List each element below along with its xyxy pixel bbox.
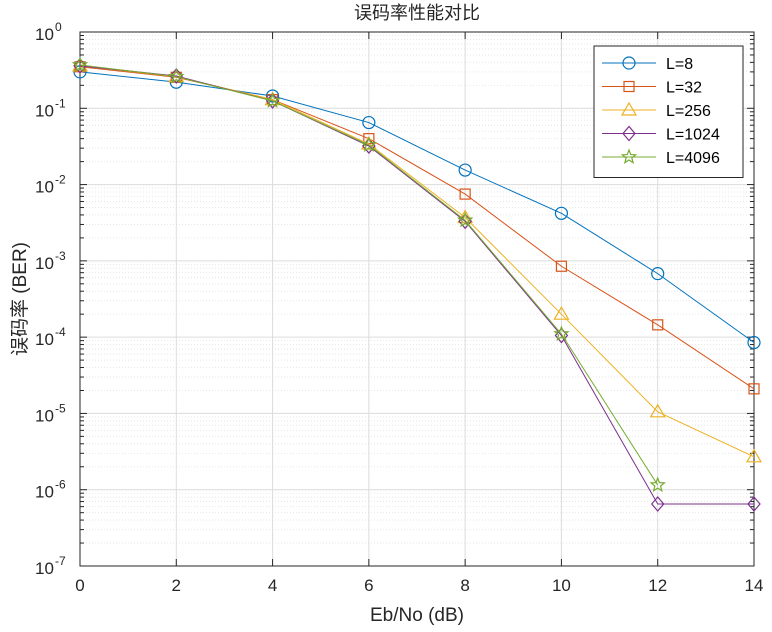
x-tick-label: 10 bbox=[552, 576, 571, 595]
y-axis-label: 误码率 (BER) bbox=[9, 242, 31, 356]
data-point bbox=[71, 56, 89, 72]
y-tick-label: 10 -4 bbox=[35, 325, 66, 349]
y-tick-base: 10 bbox=[35, 178, 54, 197]
legend-label: L=8 bbox=[666, 56, 693, 73]
series-line bbox=[79, 65, 754, 505]
y-tick-exponent: -5 bbox=[55, 401, 66, 415]
legend-marker bbox=[620, 148, 638, 165]
x-tick-label: 14 bbox=[745, 576, 764, 595]
legend-entry: L=8 bbox=[602, 56, 693, 73]
legend-label: L=1024 bbox=[666, 127, 720, 144]
y-tick-base: 10 bbox=[35, 406, 54, 425]
data-point bbox=[459, 188, 471, 200]
data-point bbox=[457, 209, 474, 224]
legend-label: L=4096 bbox=[666, 150, 720, 167]
y-tick-label: 10 -5 bbox=[35, 401, 66, 425]
y-tick-label: 10 -1 bbox=[35, 96, 66, 120]
x-tick-label: 12 bbox=[648, 576, 667, 595]
x-tick-label: 0 bbox=[75, 576, 84, 595]
legend: L=8 L=32 L=256 L=1024 L=4096 bbox=[593, 45, 744, 178]
x-tick-label: 4 bbox=[268, 576, 277, 595]
data-point bbox=[748, 383, 760, 395]
series-4 bbox=[73, 57, 761, 512]
y-tick-label: 10 0 bbox=[35, 20, 62, 44]
data-point bbox=[553, 325, 570, 341]
y-tick-label: 10 -6 bbox=[35, 478, 66, 502]
legend-marker bbox=[622, 125, 636, 142]
y-tick-base: 10 bbox=[35, 254, 54, 273]
data-point bbox=[650, 496, 665, 512]
data-point bbox=[555, 260, 568, 272]
minor-grid bbox=[80, 34, 754, 544]
y-tick-label: 10 -7 bbox=[35, 554, 66, 578]
x-tick-label: 8 bbox=[460, 576, 469, 595]
x-tick-label: 6 bbox=[364, 576, 373, 595]
y-tick-exponent: -6 bbox=[55, 478, 66, 492]
y-tick-exponent: -4 bbox=[55, 325, 66, 339]
data-point bbox=[169, 68, 184, 84]
legend-entry: L=4096 bbox=[602, 148, 720, 167]
y-tick-base: 10 bbox=[35, 483, 54, 502]
series-5 bbox=[71, 56, 666, 493]
data-point bbox=[264, 92, 281, 108]
series-group bbox=[71, 56, 763, 512]
chart-title: 误码率性能对比 bbox=[354, 3, 480, 24]
data-point bbox=[649, 476, 666, 493]
data-point bbox=[456, 211, 474, 228]
y-tick-exponent: -2 bbox=[55, 173, 66, 187]
data-point bbox=[554, 327, 569, 344]
y-tick-exponent: -1 bbox=[55, 96, 66, 110]
x-tick-label: 2 bbox=[172, 576, 181, 595]
x-axis-label: Eb/No (dB) bbox=[370, 605, 464, 626]
legend-entry: L=32 bbox=[602, 80, 702, 97]
legend-marker bbox=[622, 56, 636, 70]
x-tick-labels: 0 2 4 6 8 10 12 14 bbox=[75, 576, 763, 595]
y-tick-label: 10 -2 bbox=[35, 173, 66, 197]
data-point bbox=[458, 163, 472, 177]
legend-label: L=256 bbox=[666, 103, 711, 120]
legend-marker bbox=[620, 101, 638, 116]
data-point bbox=[168, 67, 185, 84]
y-tick-label: 10 -3 bbox=[35, 249, 66, 273]
series-line bbox=[79, 64, 659, 486]
plot-frame bbox=[79, 31, 755, 567]
legend-entry: L=1024 bbox=[602, 125, 720, 144]
y-tick-exponent: -3 bbox=[55, 249, 66, 263]
data-point bbox=[747, 335, 761, 350]
data-point bbox=[73, 57, 87, 74]
data-point bbox=[747, 496, 761, 512]
y-tick-base: 10 bbox=[35, 330, 54, 349]
data-point bbox=[265, 89, 280, 103]
data-point bbox=[554, 206, 569, 220]
y-tick-base: 10 bbox=[35, 101, 54, 120]
legend-box bbox=[593, 45, 744, 178]
legend-entry: L=256 bbox=[602, 101, 711, 120]
data-point bbox=[360, 136, 378, 153]
y-tick-exponent: 0 bbox=[55, 20, 62, 34]
data-point bbox=[745, 448, 763, 463]
data-point bbox=[362, 115, 376, 130]
data-point bbox=[649, 403, 666, 418]
data-point bbox=[553, 305, 570, 320]
data-point bbox=[652, 319, 664, 331]
axis-ticks bbox=[79, 31, 755, 567]
series-line bbox=[79, 71, 755, 343]
y-tick-base: 10 bbox=[35, 25, 54, 44]
y-tick-exponent: -7 bbox=[55, 554, 66, 568]
legend-marker bbox=[623, 80, 635, 93]
data-point bbox=[458, 213, 472, 230]
legend-label: L=32 bbox=[666, 80, 702, 97]
data-point bbox=[651, 267, 665, 281]
y-tick-base: 10 bbox=[35, 559, 54, 578]
